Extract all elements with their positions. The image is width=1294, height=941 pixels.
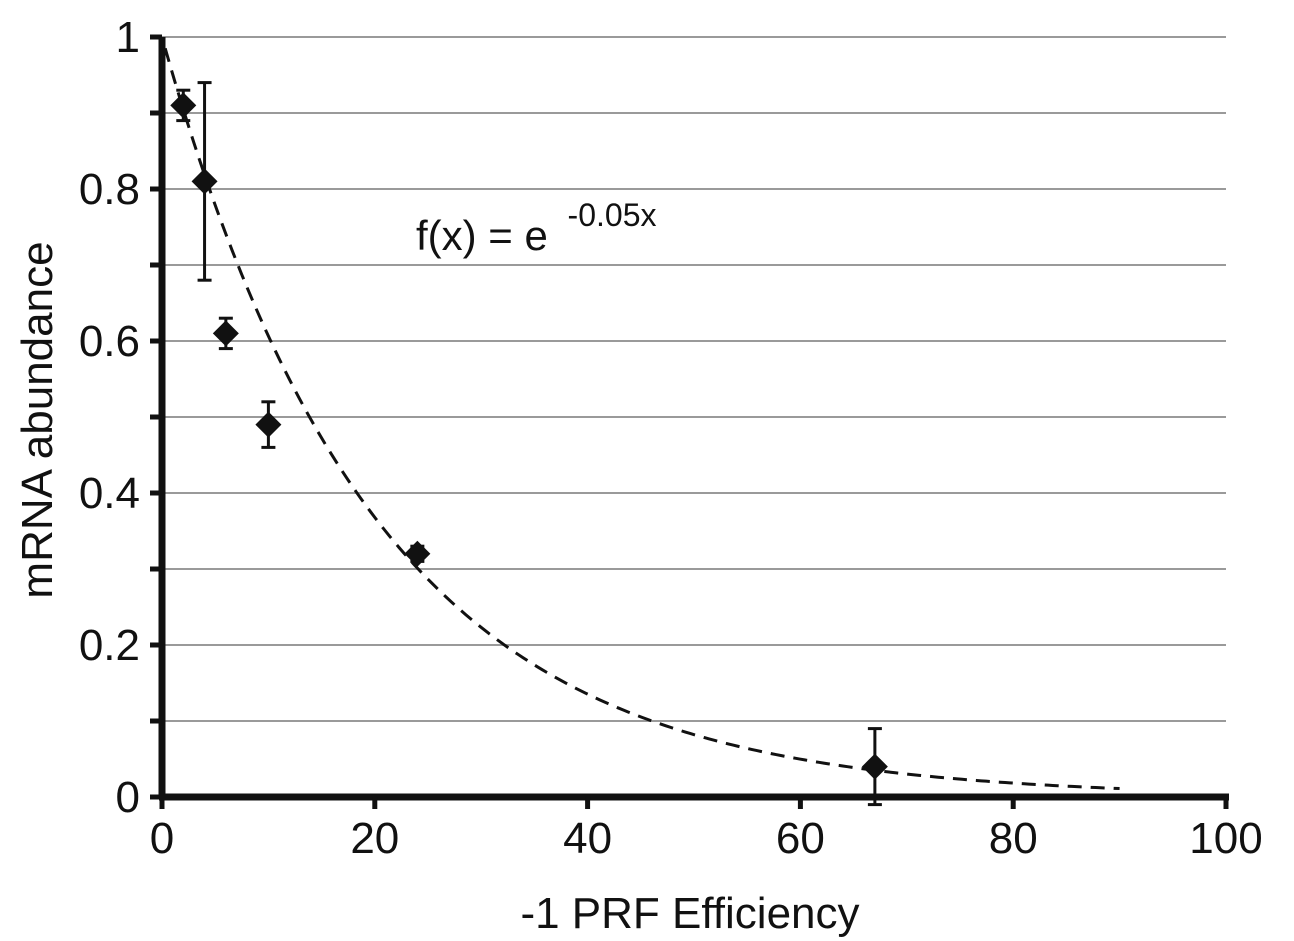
fit-curve <box>163 47 1120 791</box>
y-tick-label: 0.2 <box>79 621 140 670</box>
x-tick-label: 60 <box>776 814 825 863</box>
y-tick-label: 0.8 <box>79 165 140 214</box>
fit-curve-layer <box>163 47 1120 791</box>
tick-labels: 0 0.2 0.4 0.6 0.8 1 0 20 40 60 80 100 <box>79 13 1263 863</box>
data-point <box>191 168 218 195</box>
error-bars <box>176 81 882 807</box>
x-tick-label: 20 <box>350 814 399 863</box>
x-tick-label: 40 <box>563 814 612 863</box>
data-point <box>861 753 888 780</box>
data-point <box>255 411 282 438</box>
data-point <box>212 320 239 347</box>
data-point <box>170 92 197 119</box>
equation-label: f(x) = e -0.05x <box>416 197 656 259</box>
x-axis-title: -1 PRF Efficiency <box>520 889 859 938</box>
data-point <box>404 540 431 567</box>
y-axis-title: mRNA abundance <box>13 241 62 598</box>
y-tick-label: 0 <box>116 773 140 822</box>
y-tick-label: 0.4 <box>79 469 140 518</box>
x-tick-label: 80 <box>989 814 1038 863</box>
x-tick-label: 0 <box>150 814 174 863</box>
y-tick-label: 0.6 <box>79 317 140 366</box>
equation-exponent: -0.05x <box>568 197 657 233</box>
y-tick-label: 1 <box>116 13 140 62</box>
equation-base: f(x) = e <box>416 212 548 259</box>
gridlines <box>162 36 1226 722</box>
axes <box>150 34 1229 809</box>
x-tick-label: 100 <box>1189 814 1262 863</box>
data-points <box>170 92 888 780</box>
